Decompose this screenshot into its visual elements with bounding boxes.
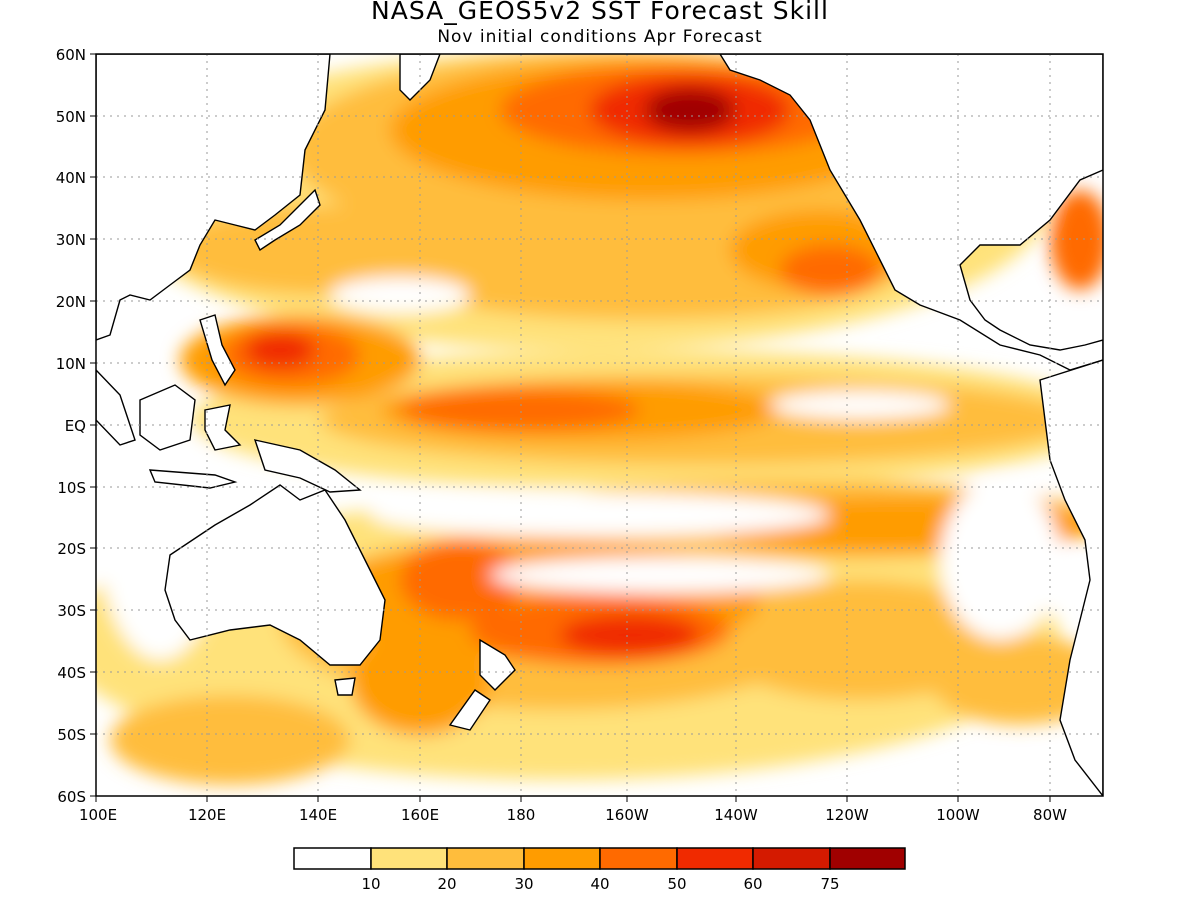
lat-label: 30N xyxy=(56,231,86,249)
lon-label: 100W xyxy=(936,806,980,824)
lon-label: 140W xyxy=(714,806,758,824)
colorbar-label: 20 xyxy=(437,875,456,893)
lon-label: 80W xyxy=(1033,806,1067,824)
lon-label: 180 xyxy=(507,806,536,824)
lon-label: 160W xyxy=(605,806,649,824)
chart-subtitle: Nov initial conditions Apr Forecast xyxy=(437,27,763,47)
lon-label: 140E xyxy=(299,806,337,824)
colorbar-swatch xyxy=(523,847,601,870)
colorbar-label: 30 xyxy=(514,875,533,893)
colorbar-swatch xyxy=(829,847,906,870)
lon-label: 160E xyxy=(401,806,439,824)
colorbar-label: 60 xyxy=(743,875,762,893)
coastlines xyxy=(96,54,1103,796)
lat-label: 10S xyxy=(57,479,86,497)
lat-label: 20S xyxy=(57,540,86,558)
colorbar-swatch xyxy=(293,847,372,870)
colorbar-swatch xyxy=(599,847,678,870)
colorbar-swatch xyxy=(446,847,525,870)
colorbar-swatch xyxy=(752,847,831,870)
colorbar-swatch xyxy=(370,847,448,870)
lat-label: 40N xyxy=(56,169,86,187)
lon-label: 120E xyxy=(188,806,226,824)
lat-label: 30S xyxy=(57,602,86,620)
skill-field xyxy=(96,54,1103,796)
colorbar-swatch xyxy=(676,847,754,870)
lat-label: 50S xyxy=(57,726,86,744)
lat-label: 20N xyxy=(56,293,86,311)
colorbar-label: 75 xyxy=(820,875,839,893)
colorbar-label: 10 xyxy=(361,875,380,893)
lat-label: EQ xyxy=(65,417,86,435)
lat-label: 50N xyxy=(56,108,86,126)
colorbar-label: 40 xyxy=(590,875,609,893)
colorbar-label: 50 xyxy=(667,875,686,893)
lon-label: 100E xyxy=(79,806,117,824)
colorbar xyxy=(293,847,906,870)
lat-label: 60N xyxy=(56,46,86,64)
lat-label: 60S xyxy=(57,788,86,806)
grid-lines xyxy=(96,54,1103,796)
lon-label: 120W xyxy=(825,806,869,824)
lat-label: 10N xyxy=(56,355,86,373)
chart-title: NASA_GEOS5v2 SST Forecast Skill xyxy=(371,0,829,25)
lat-label: 40S xyxy=(57,664,86,682)
